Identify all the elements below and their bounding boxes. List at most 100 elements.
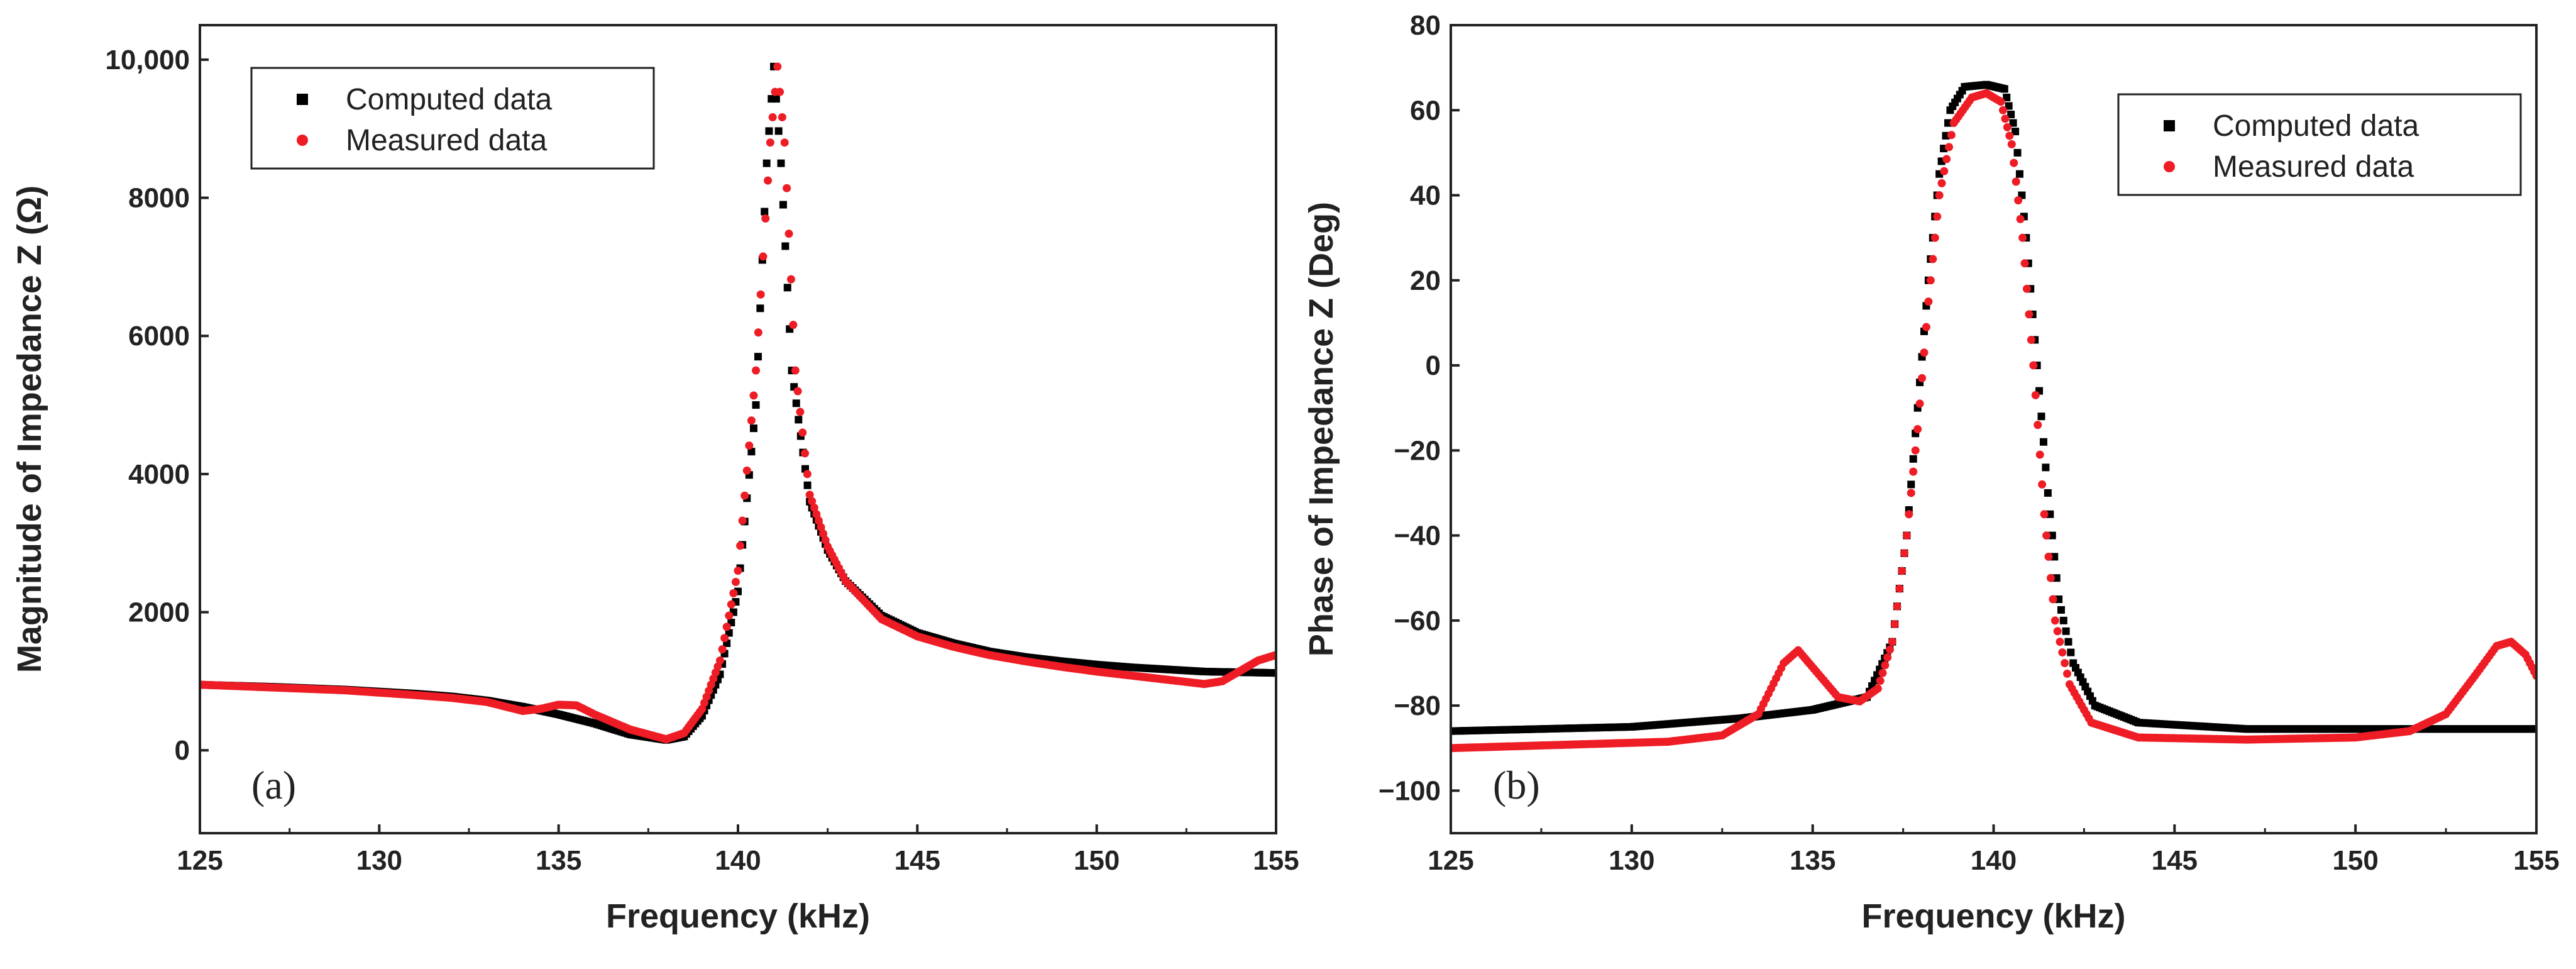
computed-data-point [2015, 170, 2023, 178]
x-tick-label: 140 [715, 845, 761, 876]
measured-data-point [1929, 255, 1937, 263]
measured-data-point [2022, 284, 2031, 293]
measured-data-point [812, 510, 821, 519]
computed-data-point [761, 208, 769, 216]
measured-data-point [1998, 106, 2007, 114]
data-layer [1452, 80, 2535, 753]
computed-data-point [2003, 93, 2011, 101]
measured-data-point [791, 366, 800, 375]
y-tick-label: −60 [1394, 606, 1441, 636]
y-tick-label: 2000 [128, 597, 190, 628]
measured-data-point [801, 449, 810, 458]
computed-data-point [1909, 455, 1917, 463]
measured-data-point [1926, 276, 1935, 285]
measured-data-point [2029, 361, 2038, 370]
measured-data-point [2058, 648, 2067, 657]
y-tick-label: −100 [1379, 775, 1441, 806]
measured-data-point [740, 491, 749, 500]
measured-data-point [1911, 446, 1920, 455]
y-tick-label: 0 [1426, 350, 1441, 381]
measured-data-point [821, 536, 830, 545]
computed-data-point [2046, 510, 2054, 518]
y-tick-label: −40 [1394, 521, 1441, 551]
x-tick-label: 130 [356, 845, 402, 876]
computed-data-point [747, 448, 756, 456]
measured-data-point [725, 611, 734, 620]
legend-box [250, 67, 655, 170]
measured-data-point [773, 62, 782, 71]
computed-data-point [2050, 553, 2059, 561]
legend-marker-measured [297, 135, 308, 146]
measured-data-point [819, 529, 828, 538]
x-tick-label: 125 [1428, 845, 1473, 876]
computed-data-point [725, 629, 733, 637]
x-tick-label: 140 [1971, 845, 2017, 876]
computed-data-point [803, 481, 812, 489]
computed-data-point [2013, 148, 2022, 157]
measured-data-point [2018, 233, 2027, 242]
measured-data-point [1942, 155, 1951, 163]
measured-data-point [2027, 335, 2035, 344]
legend-marker-computed [297, 94, 308, 105]
measured-data-point [803, 470, 812, 479]
measured-data-point [1913, 425, 1922, 433]
computed-data-point [1907, 480, 1915, 489]
computed-data-point [2005, 102, 2013, 110]
legend-entry-label: Measured data [346, 124, 548, 157]
measured-data-point [2053, 627, 2062, 636]
measured-data-point [817, 523, 825, 531]
measured-data-point [2025, 310, 2034, 319]
computed-data-point [2042, 463, 2050, 472]
y-axis-title: Magnitude of Impedance Z (Ω) [11, 185, 48, 673]
measured-data-point [808, 497, 817, 506]
measured-data-point [1996, 97, 2005, 106]
measured-data-point [1888, 638, 1896, 646]
computed-data-point [2059, 616, 2067, 624]
measured-data-point [2049, 595, 2057, 604]
measured-data-point [1907, 489, 1915, 497]
computed-data-point [1272, 669, 1275, 677]
measured-data-point [2007, 140, 2016, 148]
measured-data-point [2034, 421, 2042, 429]
measured-data-point [2061, 658, 2069, 667]
measured-data-point [796, 407, 805, 416]
measured-data-point [2046, 573, 2055, 582]
y-tick-label: 60 [1410, 95, 1441, 126]
computed-data-point [774, 127, 783, 135]
x-tick-label: 155 [1253, 845, 1299, 876]
measured-data-point [1933, 212, 1942, 221]
measured-data-point [805, 490, 814, 499]
measured-data-point [2003, 123, 2012, 131]
measured-data-point [1922, 323, 1930, 331]
measured-data-point [720, 634, 729, 643]
computed-data-point [795, 416, 803, 424]
x-tick-label: 150 [2332, 845, 2378, 876]
measured-data-point [1881, 661, 1890, 670]
measured-data-point [789, 321, 798, 329]
measured-data-point [747, 416, 756, 425]
measured-data-point [738, 516, 747, 525]
measured-data-point [734, 567, 742, 575]
y-tick-label: 40 [1410, 180, 1441, 211]
computed-data-point [752, 401, 760, 409]
computed-data-point [779, 201, 787, 209]
computed-data-point [777, 159, 785, 167]
measured-data-point [718, 645, 727, 654]
x-tick-label: 145 [2152, 845, 2198, 876]
x-tick-label: 125 [177, 845, 223, 876]
computed-data-point [2048, 531, 2056, 540]
computed-data-point [754, 353, 762, 361]
x-axis-title: Frequency (kHz) [1861, 897, 2125, 935]
measured-data-point [1930, 233, 1939, 242]
measured-data-point [780, 138, 789, 147]
panel-b-chart: 125 130 135 140 145 150 155 −100 −80 −60 −40 −20 0 20… [1302, 10, 2560, 935]
computed-data-point [1944, 119, 1952, 127]
measured-data-point [768, 113, 777, 121]
computed-data-point [792, 399, 800, 407]
legend: Computed data Measured data [250, 67, 655, 170]
measured-data-point [1905, 510, 1913, 519]
x-tick-label: 135 [1790, 845, 1836, 876]
y-tick-label: 6000 [128, 321, 190, 352]
legend-entry-label: Computed data [2213, 109, 2419, 143]
computed-data-point [2000, 85, 2008, 93]
